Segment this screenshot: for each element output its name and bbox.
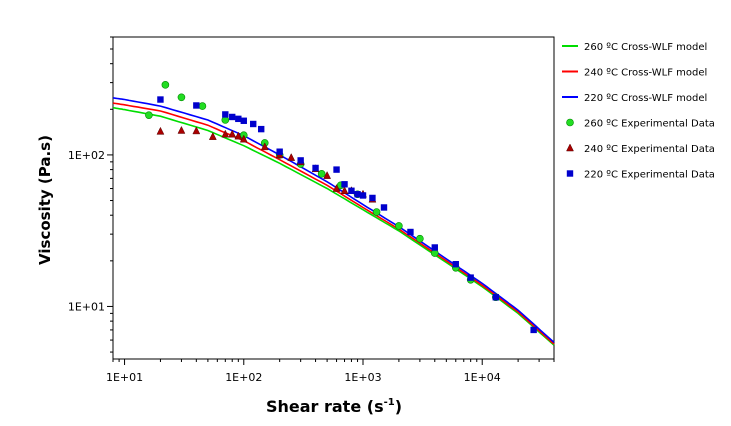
legend-item: 260 ºC Cross-WLF model: [562, 42, 707, 53]
legend-label: 220 ºC Experimental Data: [584, 170, 715, 181]
data-point: [492, 294, 500, 301]
legend-item: 220 ºC Cross-WLF model: [562, 93, 707, 104]
data-point: [192, 126, 201, 135]
data-point: [530, 326, 537, 334]
data-point: [222, 111, 229, 118]
x-axis-title: Shear rate (s-1): [266, 397, 402, 416]
data-point: [221, 129, 230, 138]
data-point: [250, 120, 257, 128]
legend-marker-swatch: [566, 118, 574, 127]
legend-label: 260 ºC Cross-WLF model: [584, 42, 707, 53]
model-curves: [112, 97, 555, 346]
data-point: [235, 115, 242, 123]
data-point: [340, 186, 349, 195]
legend-marker-swatch: [566, 170, 574, 177]
data-point: [369, 194, 376, 202]
legend-item: 240 ºC Experimental Data: [566, 143, 715, 155]
y-tick-label: 1E+01: [68, 300, 105, 313]
data-point: [161, 81, 170, 89]
y-tick-label: 1E+02: [68, 149, 105, 162]
data-point: [416, 234, 424, 243]
plot-area-frame: [112, 36, 555, 360]
data-point: [332, 183, 341, 192]
data-point: [157, 96, 164, 103]
x-tick-label: 1E+02: [225, 371, 262, 384]
y-axis: 1E+01 1E+02: [68, 36, 113, 353]
model-curve: [112, 97, 555, 343]
data-point: [234, 131, 243, 140]
x-axis-title-main: Shear rate (s: [266, 397, 384, 416]
data-point: [323, 171, 332, 179]
data-point: [208, 132, 217, 140]
x-tick-label: 1E+03: [344, 371, 381, 384]
x-axis-title-superscript: -1: [384, 397, 395, 408]
data-point: [372, 208, 381, 216]
legend-item: 260 ºC Experimental Data: [566, 118, 715, 130]
legend-label: 240 ºC Experimental Data: [584, 144, 715, 155]
data-point: [287, 153, 296, 161]
data-point: [276, 148, 283, 155]
data-point: [407, 228, 414, 236]
legend-label: 240 ºC Cross-WLF model: [584, 68, 707, 79]
legend-label: 260 ºC Experimental Data: [584, 119, 715, 130]
data-point: [317, 170, 326, 178]
x-axis: 1E+01 1E+02 1E+03 1E+04: [106, 359, 555, 384]
legend-label: 220 ºC Cross-WLF model: [584, 93, 707, 104]
data-point: [240, 117, 247, 124]
legend: 260 ºC Cross-WLF model 240 ºC Cross-WLF m…: [562, 42, 715, 181]
data-point: [395, 222, 403, 230]
model-curve: [112, 106, 555, 346]
legend-marker-swatch: [566, 143, 574, 152]
y-axis-title: Viscosity (Pa.s): [36, 135, 54, 265]
data-point: [348, 187, 355, 194]
experimental-markers: [145, 81, 537, 334]
model-curve: [112, 102, 555, 345]
data-point: [260, 142, 269, 151]
data-point: [257, 125, 265, 133]
legend-item: 240 ºC Cross-WLF model: [562, 68, 707, 79]
x-axis-title-suffix: ): [395, 397, 402, 416]
data-point: [333, 166, 340, 173]
data-point: [431, 244, 438, 251]
data-point: [239, 134, 248, 143]
data-point: [156, 126, 165, 135]
data-point: [380, 204, 388, 211]
data-point: [297, 157, 304, 164]
data-point: [193, 102, 200, 109]
legend-item: 220 ºC Experimental Data: [566, 170, 715, 181]
data-point: [354, 191, 361, 198]
data-point: [228, 129, 237, 138]
x-tick-label: 1E+01: [106, 371, 143, 384]
data-point: [452, 261, 459, 268]
data-point: [341, 181, 348, 188]
data-point: [198, 102, 207, 110]
data-point: [229, 113, 236, 121]
data-point: [312, 164, 319, 172]
x-tick-label: 1E+04: [464, 371, 501, 384]
data-point: [359, 192, 367, 199]
data-point: [177, 125, 186, 134]
data-point: [467, 274, 474, 281]
data-point: [145, 111, 153, 119]
data-point: [177, 93, 186, 102]
